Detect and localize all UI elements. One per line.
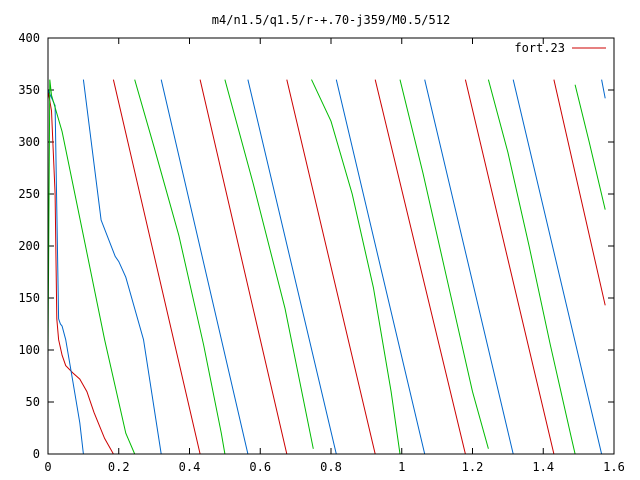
series-2-line [47,79,606,455]
legend-label: fort.23 [514,41,565,55]
x-tick-label: 1.2 [462,460,484,474]
y-tick-label: 100 [18,343,40,357]
x-tick-label: 0 [44,460,51,474]
series-3-line [47,79,606,455]
x-tick-label: 1.4 [532,460,554,474]
series-lines [47,79,606,455]
x-tick-label: 1 [398,460,405,474]
x-tick-label: 0.8 [320,460,342,474]
legend: fort.23 [514,41,606,55]
x-tick-label: 0.4 [179,460,201,474]
y-tick-label: 400 [18,31,40,45]
plot-frame [47,37,615,455]
x-tick-label: 0.6 [249,460,271,474]
y-tick-label: 50 [26,395,40,409]
y-tick-label: 250 [18,187,40,201]
series-1-line [47,79,606,455]
y-tick-label: 0 [33,447,40,461]
chart-title: m4/n1.5/q1.5/r-+.70-j359/M0.5/512 [212,13,450,27]
x-tick-labels: 0 0.2 0.4 0.6 0.8 1 1.2 1.4 1.6 [44,460,624,474]
y-tick-label: 350 [18,83,40,97]
y-tick-label: 300 [18,135,40,149]
y-tick-labels: 0 50 100 150 200 250 300 350 400 [18,31,40,461]
x-tick-label: 1.6 [603,460,625,474]
y-tick-label: 200 [18,239,40,253]
x-tick-label: 0.2 [108,460,130,474]
y-tick-label: 150 [18,291,40,305]
